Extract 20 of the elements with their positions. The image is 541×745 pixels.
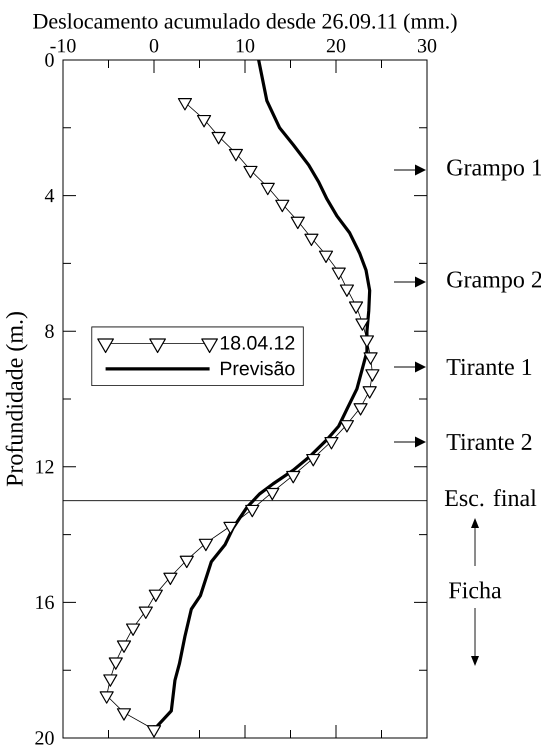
y-tick-label: 20 bbox=[35, 731, 54, 745]
x-axis-title: Deslocamento acumulado desde 26.09.11 (mm.) bbox=[33, 13, 457, 34]
text: Tirante 2 bbox=[446, 434, 532, 450]
text: Tirante 1 bbox=[446, 358, 532, 376]
x-tick-label: -10 bbox=[50, 38, 76, 52]
x-tick-label: 0 bbox=[150, 38, 158, 52]
text: Grampo 1 bbox=[447, 159, 541, 180]
y-tick-label: 4 bbox=[44, 189, 54, 202]
legend-label: 18.04.12 bbox=[220, 336, 294, 350]
text: Ficha bbox=[449, 582, 502, 598]
y-tick-label: 16 bbox=[36, 596, 54, 610]
ref-line-label: Esc. final bbox=[444, 489, 536, 506]
y-tick-label: 8 bbox=[45, 324, 54, 338]
x-tick-label: 20 bbox=[326, 38, 346, 52]
y-tick-label: 12 bbox=[36, 460, 54, 474]
y-tick-label: 0 bbox=[45, 53, 54, 67]
y-axis-title: Profundidade (m.) bbox=[6, 312, 28, 486]
x-tick-label: 10 bbox=[236, 38, 254, 52]
text: Previsão bbox=[220, 361, 294, 376]
x-tick-label: 30 bbox=[418, 38, 436, 52]
